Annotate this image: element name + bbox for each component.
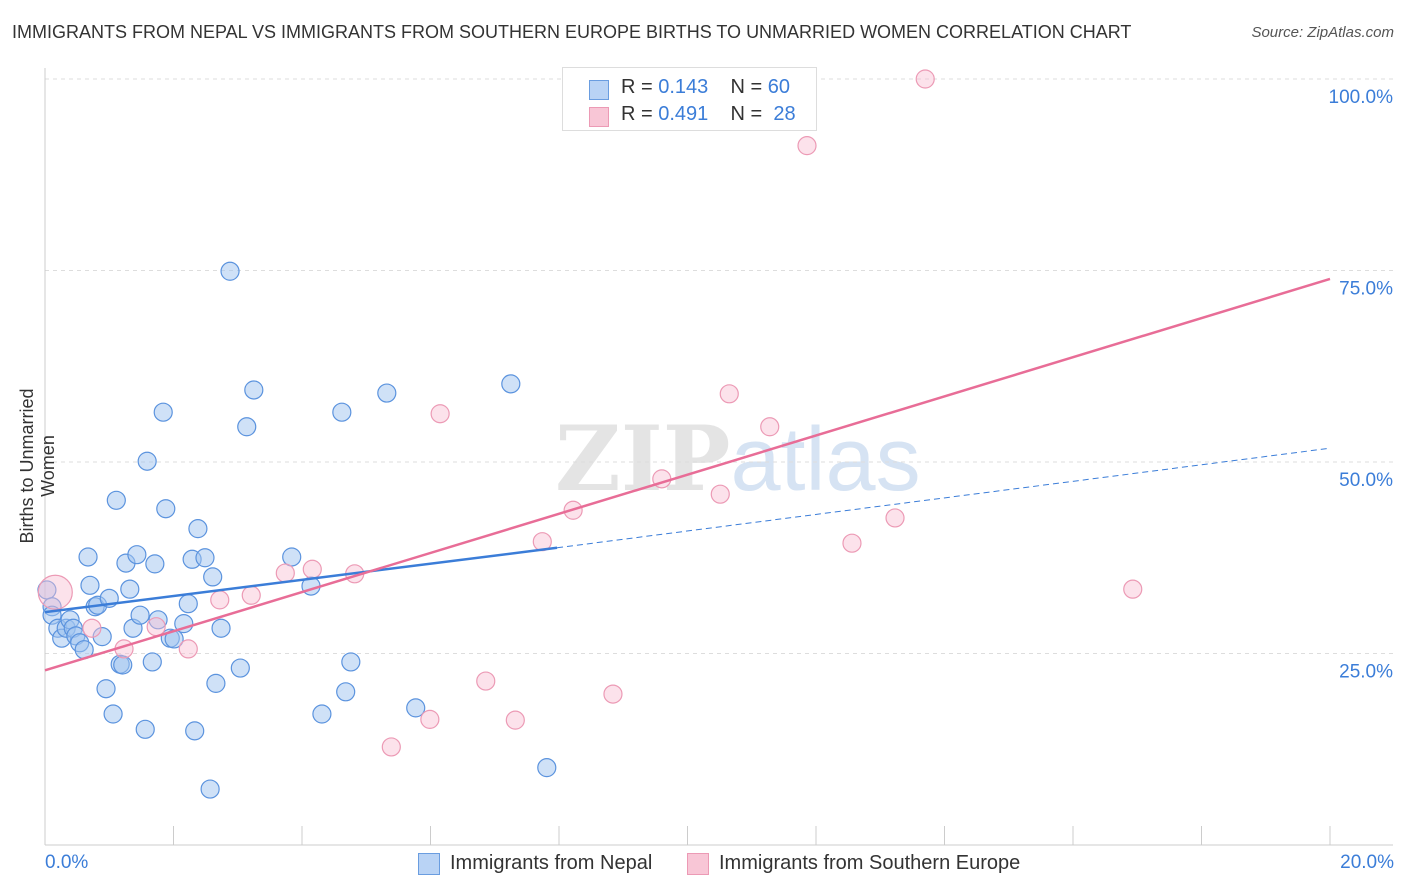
nepal-point	[78, 547, 98, 567]
nepal-point	[282, 547, 302, 567]
southern-point	[146, 617, 166, 637]
nepal-point	[332, 402, 352, 422]
nepal-point	[377, 383, 397, 403]
nepal-point	[135, 719, 155, 739]
x-tick-min: 0.0%	[45, 852, 89, 873]
nepal-point	[178, 594, 198, 614]
southern-point	[885, 508, 905, 528]
southern-point	[797, 136, 817, 156]
r-label: R =	[621, 102, 653, 125]
nepal-point	[145, 554, 165, 574]
y-tick-label: 75.0%	[1339, 279, 1393, 300]
nepal-point	[406, 698, 426, 718]
chart-title: IMMIGRANTS FROM NEPAL VS IMMIGRANTS FROM…	[12, 22, 1132, 42]
southern-point	[302, 559, 322, 579]
southern-point	[1123, 579, 1143, 599]
nepal-point	[211, 618, 231, 638]
nepal-point	[501, 374, 521, 394]
southern-point	[178, 639, 198, 659]
southern-swatch	[687, 852, 709, 875]
nepal-point	[341, 652, 361, 672]
southern-legend-label: Immigrants from Southern Europe	[719, 852, 1021, 874]
southern-point	[381, 737, 401, 757]
nepal-point	[148, 610, 168, 630]
legend-row-southern: R = 0.491 N = 28	[589, 102, 796, 127]
nepal-point	[127, 545, 147, 565]
southern-point	[842, 533, 862, 553]
nepal-point	[200, 779, 220, 799]
source-label: Source: ZipAtlas.com	[1251, 24, 1394, 41]
southern-point	[505, 710, 525, 730]
nepal-point	[113, 655, 133, 675]
x-tick-max: 20.0%	[1340, 852, 1394, 873]
southern-point	[760, 417, 780, 437]
legend-item-nepal: Immigrants from Nepal	[418, 852, 652, 875]
nepal-n-value: 60	[767, 75, 791, 98]
nepal-point	[230, 658, 250, 678]
southern-point	[719, 384, 739, 404]
southern-point	[241, 585, 261, 605]
southern-point	[82, 618, 102, 638]
nepal-point	[185, 721, 205, 741]
y-tick-label: 25.0%	[1339, 662, 1393, 683]
legend-item-southern: Immigrants from Southern Europe	[687, 852, 1020, 875]
legend-row-nepal: R = 0.143 N = 60	[589, 75, 791, 100]
nepal-point	[142, 652, 162, 672]
r-label: R =	[621, 75, 653, 98]
n-label: N =	[730, 102, 763, 125]
nepal-r-value: 0.143	[658, 75, 709, 98]
nepal-point	[120, 579, 140, 599]
southern-point	[37, 574, 73, 610]
watermark: ZIPatlas	[555, 406, 921, 512]
nepal-point	[336, 682, 356, 702]
nepal-point	[195, 548, 215, 568]
nepal-swatch	[418, 852, 440, 875]
nepal-point	[130, 605, 150, 625]
nepal-point	[312, 704, 332, 724]
southern-n-value: 28	[773, 102, 796, 125]
southern-point	[210, 590, 230, 610]
nepal-trend-line	[44, 546, 558, 614]
southern-point	[476, 671, 496, 691]
nepal-point	[244, 380, 264, 400]
southern-point	[275, 563, 295, 583]
nepal-point	[188, 519, 208, 539]
nepal-point	[137, 451, 157, 471]
nepal-point	[103, 704, 123, 724]
y-axis-label: Births to Unmarried Women	[17, 388, 58, 544]
nepal-point	[537, 758, 557, 778]
southern-point	[915, 69, 935, 89]
southern-point	[710, 484, 730, 504]
nepal-point	[156, 499, 176, 519]
y-tick-label: 100.0%	[1329, 87, 1394, 108]
nepal-point	[206, 673, 226, 693]
nepal-point	[153, 402, 173, 422]
southern-r-value: 0.491	[658, 102, 709, 125]
nepal-point	[237, 417, 257, 437]
nepal-point	[96, 679, 116, 699]
southern-trend-line	[44, 277, 1331, 672]
nepal-point	[106, 490, 126, 510]
southern-point	[430, 404, 450, 424]
stats-legend: R = 0.143 N = 60 R = 0.491 N = 28	[562, 67, 817, 131]
nepal-legend-label: Immigrants from Nepal	[450, 852, 653, 874]
nepal-point	[220, 261, 240, 281]
nepal-point	[174, 614, 194, 634]
nepal-point	[80, 575, 100, 595]
southern-point	[420, 709, 440, 729]
nepal-point	[203, 567, 223, 587]
southern-point	[603, 684, 623, 704]
n-label: N =	[730, 75, 763, 98]
y-tick-label: 50.0%	[1339, 470, 1393, 491]
